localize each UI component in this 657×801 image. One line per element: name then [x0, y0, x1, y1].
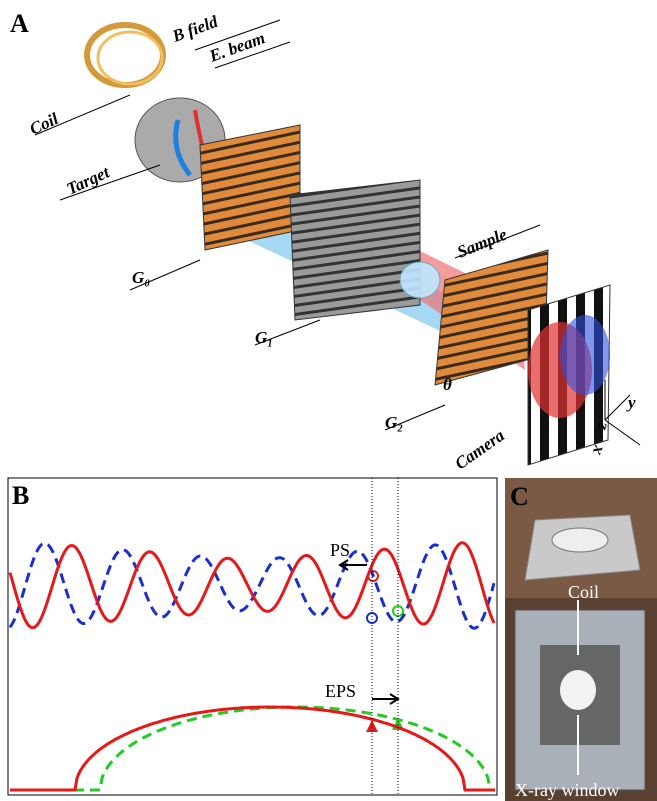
grating-g1	[290, 180, 420, 320]
coil	[552, 528, 608, 552]
label: X-ray window	[515, 780, 619, 800]
sample	[400, 262, 440, 298]
grating-g0	[200, 125, 300, 250]
label: Coil	[568, 582, 599, 602]
axes	[605, 380, 640, 445]
label: θ	[443, 375, 452, 394]
label: G₂	[385, 413, 403, 432]
panel-label: A	[10, 9, 29, 38]
frame	[8, 478, 497, 795]
panel-c: C Coil X-ray window	[505, 478, 657, 801]
coil	[98, 32, 162, 84]
label: Target	[64, 162, 114, 199]
panel-label: B	[12, 481, 29, 510]
panel-a: A B field E. beam Coil Target G₀ G₁ G₂ S…	[10, 9, 640, 473]
xray-window	[560, 670, 596, 710]
label: y	[626, 393, 636, 412]
label: EPS	[325, 681, 356, 701]
beam-spot	[560, 315, 610, 395]
label: Coil	[27, 109, 62, 139]
label: Sample	[454, 224, 510, 261]
figure: A B field E. beam Coil Target G₀ G₁ G₂ S…	[0, 0, 657, 801]
label: G₀	[132, 268, 150, 287]
label: Camera	[451, 425, 508, 473]
panel-label: C	[510, 482, 529, 511]
label: G₁	[255, 328, 273, 347]
panel-b: B PS EPS	[8, 478, 497, 795]
label: PS	[330, 540, 350, 560]
label: B field	[169, 12, 221, 46]
